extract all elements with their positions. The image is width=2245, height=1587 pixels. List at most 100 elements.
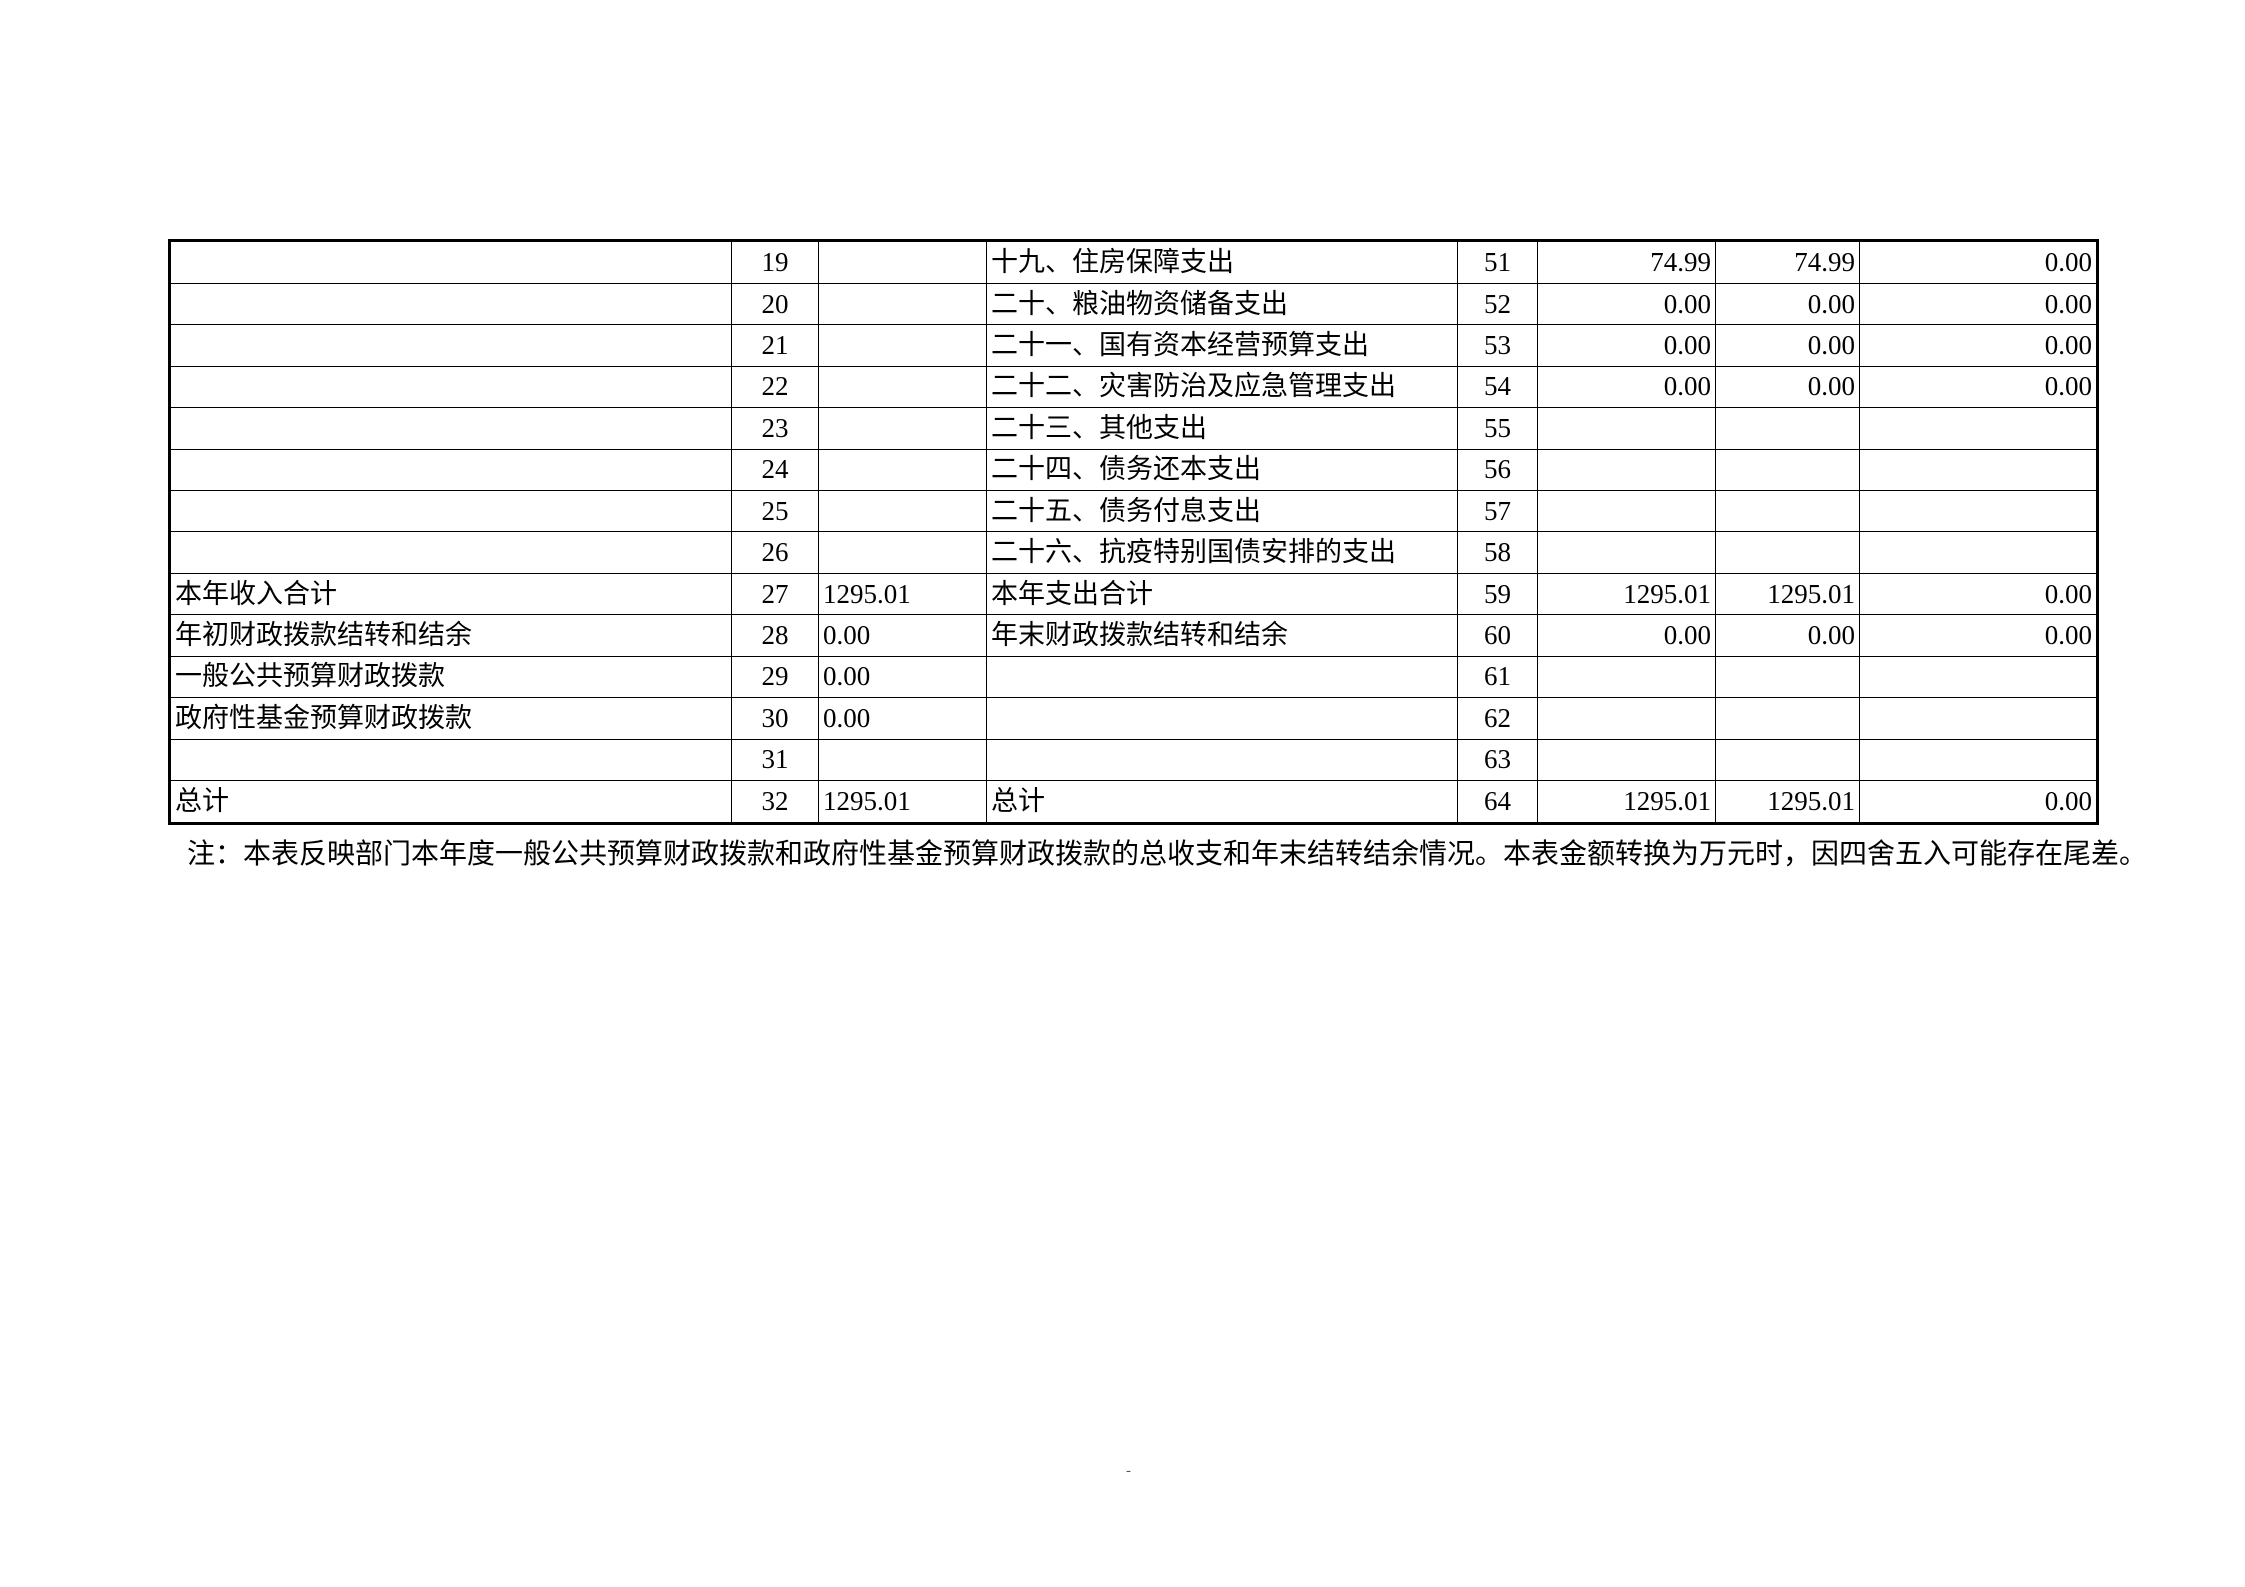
cell-expense-total-amount: 74.99 — [1537, 240, 1716, 284]
cell-income-line-no: 29 — [731, 655, 819, 699]
cell-expense-item: 二十五、债务付息支出 — [986, 490, 1458, 533]
table-row: 19 十九、住房保障支出 51 74.99 74.99 0.00 — [169, 240, 2098, 284]
table-row: 20 二十、粮油物资储备支出 52 0.00 0.00 0.00 — [169, 282, 2098, 326]
cell-expense-total-amount — [1537, 448, 1716, 492]
cell-expense-line-no: 55 — [1457, 407, 1538, 450]
cell-expense-general-budget-amount: 0.00 — [1715, 324, 1860, 367]
cell-expense-item — [986, 738, 1458, 781]
fiscal-appropriation-table: 19 十九、住房保障支出 51 74.99 74.99 0.00 20 二十、粮油物资储备支出… — [168, 239, 2099, 825]
cell-expense-total-amount — [1537, 655, 1716, 699]
cell-income-item — [169, 240, 732, 284]
cell-expense-govt-fund-amount: 0.00 — [1859, 324, 2098, 367]
cell-income-amount — [818, 282, 987, 326]
cell-expense-general-budget-amount — [1715, 531, 1860, 574]
cell-expense-line-no: 59 — [1457, 572, 1538, 616]
cell-income-item: 一般公共预算财政拨款 — [169, 655, 732, 699]
cell-income-item: 年初财政拨款结转和结余 — [169, 614, 732, 657]
cell-expense-govt-fund-amount — [1859, 531, 2098, 574]
cell-income-amount — [818, 531, 987, 574]
cell-income-item — [169, 282, 732, 326]
cell-expense-general-budget-amount — [1715, 655, 1860, 699]
cell-expense-line-no: 64 — [1457, 779, 1538, 825]
cell-income-item — [169, 490, 732, 533]
cell-expense-govt-fund-amount — [1859, 448, 2098, 492]
cell-expense-item — [986, 655, 1458, 699]
cell-expense-govt-fund-amount — [1859, 407, 2098, 450]
cell-expense-total-amount: 0.00 — [1537, 614, 1716, 657]
cell-expense-line-no: 63 — [1457, 738, 1538, 781]
table-row: 一般公共预算财政拨款 29 0.00 61 — [169, 655, 2098, 699]
cell-expense-item: 本年支出合计 — [986, 572, 1458, 616]
cell-income-amount — [818, 365, 987, 409]
cell-expense-general-budget-amount — [1715, 490, 1860, 533]
cell-expense-total-amount: 0.00 — [1537, 365, 1716, 409]
cell-income-item — [169, 531, 732, 574]
cell-expense-total-amount: 0.00 — [1537, 282, 1716, 326]
cell-expense-total-amount — [1537, 697, 1716, 740]
cell-expense-item: 二十四、债务还本支出 — [986, 448, 1458, 492]
cell-expense-line-no: 56 — [1457, 448, 1538, 492]
cell-income-line-no: 28 — [731, 614, 819, 657]
cell-income-line-no: 24 — [731, 448, 819, 492]
cell-income-item: 政府性基金预算财政拨款 — [169, 697, 732, 740]
cell-income-line-no: 22 — [731, 365, 819, 409]
cell-income-item — [169, 738, 732, 781]
cell-expense-govt-fund-amount — [1859, 490, 2098, 533]
cell-expense-general-budget-amount: 0.00 — [1715, 614, 1860, 657]
cell-income-amount: 1295.01 — [818, 572, 987, 616]
table-body: 19 十九、住房保障支出 51 74.99 74.99 0.00 20 二十、粮油物资储备支出… — [169, 240, 2098, 825]
cell-income-amount — [818, 240, 987, 284]
cell-income-amount: 0.00 — [818, 655, 987, 699]
cell-expense-total-amount — [1537, 407, 1716, 450]
cell-income-amount — [818, 738, 987, 781]
table-row: 31 63 — [169, 738, 2098, 781]
cell-expense-item: 十九、住房保障支出 — [986, 240, 1458, 284]
cell-expense-total-amount — [1537, 738, 1716, 781]
page-number-mark: - — [1126, 1463, 1131, 1479]
cell-expense-govt-fund-amount — [1859, 738, 2098, 781]
table-row: 21 二十一、国有资本经营预算支出 53 0.00 0.00 0.00 — [169, 324, 2098, 367]
cell-income-line-no: 23 — [731, 407, 819, 450]
cell-expense-general-budget-amount — [1715, 738, 1860, 781]
cell-expense-item — [986, 697, 1458, 740]
cell-income-amount — [818, 490, 987, 533]
cell-expense-line-no: 61 — [1457, 655, 1538, 699]
cell-income-amount: 0.00 — [818, 697, 987, 740]
table-row: 本年收入合计 27 1295.01 本年支出合计 59 1295.01 1295.01 0.0… — [169, 572, 2098, 616]
cell-expense-line-no: 57 — [1457, 490, 1538, 533]
cell-expense-general-budget-amount — [1715, 407, 1860, 450]
cell-expense-line-no: 53 — [1457, 324, 1538, 367]
cell-expense-total-amount: 1295.01 — [1537, 572, 1716, 616]
table-row: 政府性基金预算财政拨款 30 0.00 62 — [169, 697, 2098, 740]
cell-expense-govt-fund-amount: 0.00 — [1859, 240, 2098, 284]
cell-expense-govt-fund-amount: 0.00 — [1859, 365, 2098, 409]
cell-income-item — [169, 448, 732, 492]
cell-income-line-no: 31 — [731, 738, 819, 781]
cell-expense-govt-fund-amount: 0.00 — [1859, 572, 2098, 616]
table-row: 24 二十四、债务还本支出 56 — [169, 448, 2098, 492]
cell-expense-govt-fund-amount: 0.00 — [1859, 614, 2098, 657]
cell-expense-general-budget-amount: 1295.01 — [1715, 779, 1860, 825]
cell-income-item — [169, 324, 732, 367]
cell-income-item — [169, 365, 732, 409]
cell-expense-line-no: 58 — [1457, 531, 1538, 574]
cell-expense-general-budget-amount: 74.99 — [1715, 240, 1860, 284]
cell-expense-total-amount — [1537, 531, 1716, 574]
cell-expense-general-budget-amount: 1295.01 — [1715, 572, 1860, 616]
table-footnote: 注：本表反映部门本年度一般公共预算财政拨款和政府性基金预算财政拨款的总收支和年末… — [187, 839, 2148, 870]
cell-expense-item: 二十、粮油物资储备支出 — [986, 282, 1458, 326]
cell-income-item — [169, 407, 732, 450]
cell-expense-govt-fund-amount: 0.00 — [1859, 282, 2098, 326]
cell-expense-line-no: 54 — [1457, 365, 1538, 409]
cell-income-line-no: 21 — [731, 324, 819, 367]
cell-income-line-no: 19 — [731, 240, 819, 284]
cell-expense-item: 总计 — [986, 779, 1458, 825]
cell-income-line-no: 30 — [731, 697, 819, 740]
cell-expense-govt-fund-amount — [1859, 655, 2098, 699]
cell-income-line-no: 25 — [731, 490, 819, 533]
cell-expense-line-no: 51 — [1457, 240, 1538, 284]
cell-expense-general-budget-amount: 0.00 — [1715, 282, 1860, 326]
table-row: 22 二十二、灾害防治及应急管理支出 54 0.00 0.00 0.00 — [169, 365, 2098, 409]
table-row: 23 二十三、其他支出 55 — [169, 407, 2098, 450]
